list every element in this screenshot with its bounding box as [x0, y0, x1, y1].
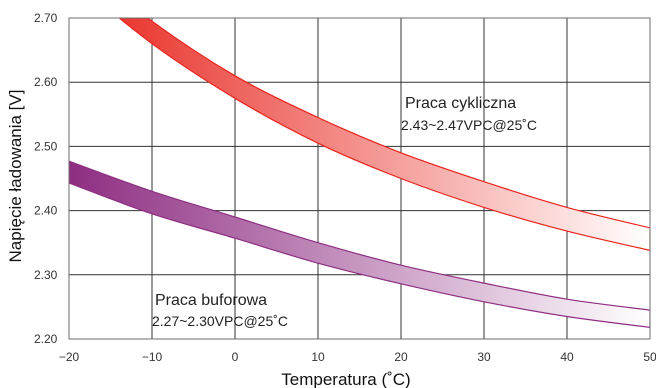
y-tick-label: 2.60: [34, 75, 58, 89]
x-tick-label: 0: [232, 350, 239, 364]
y-tick-label: 2.40: [34, 204, 58, 218]
y-tick-label: 2.30: [34, 268, 58, 282]
tick-labels: −20 −10 0 10 20 30 40 50 2.20 2.30 2.40 2.50 2.60 2.7…: [34, 11, 656, 364]
x-tick-label: −20: [59, 350, 80, 364]
series-band-cykliczna: [118, 18, 650, 252]
y-tick-label: 2.20: [34, 332, 58, 346]
x-tick-label: 30: [477, 350, 491, 364]
y-axis-title: Napięcie ładowania [V]: [6, 90, 25, 263]
y-tick-label: 2.70: [34, 11, 58, 25]
x-tick-label: 40: [560, 350, 574, 364]
x-tick-label: 50: [643, 350, 656, 364]
y-tick-label: 2.50: [34, 139, 58, 153]
plot-frame: [68, 17, 651, 340]
series-label-buforowa: Praca buforowa: [155, 292, 267, 309]
grid-lines: [69, 18, 650, 339]
series-label-cykliczna: Praca cykliczna: [405, 95, 516, 112]
x-tick-label: −10: [142, 350, 163, 364]
series-bands: [69, 18, 650, 329]
x-tick-label: 10: [311, 350, 325, 364]
series-note-buforowa: 2.27~2.30VPC@25˚C: [152, 313, 288, 329]
x-axis-title: Temperatura (˚C): [281, 370, 410, 388]
series-band-buforowa: [69, 160, 650, 329]
series-note-cykliczna: 2.43~2.47VPC@25˚C: [401, 117, 537, 133]
x-tick-label: 20: [394, 350, 408, 364]
